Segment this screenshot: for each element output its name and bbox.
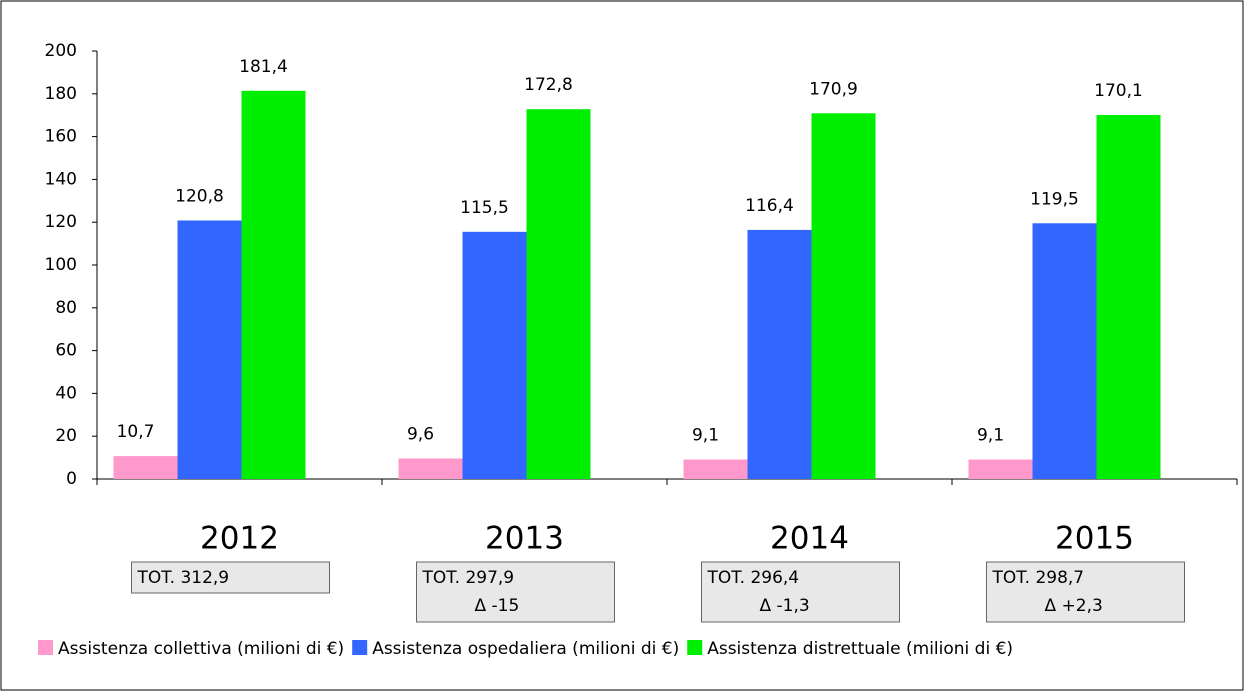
- legend-label: Assistenza collettiva (milioni di €): [58, 639, 344, 659]
- y-tick-label: 60: [55, 341, 77, 361]
- value-label: 120,8: [175, 186, 224, 206]
- bar: [811, 113, 876, 480]
- y-tick-label: 80: [55, 298, 77, 318]
- value-label: 119,5: [1030, 189, 1079, 209]
- bar: [462, 231, 527, 479]
- x-tick-label: 2015: [1055, 521, 1134, 557]
- bar: [968, 459, 1033, 479]
- bar: [177, 220, 242, 479]
- bar: [1096, 114, 1161, 480]
- legend-swatch: [38, 640, 53, 655]
- x-tick-label: 2013: [485, 521, 564, 557]
- bar: [241, 90, 306, 479]
- value-label: 172,8: [524, 75, 573, 95]
- value-label: 9,6: [407, 424, 434, 444]
- y-tick-label: 120: [45, 212, 77, 232]
- annotation-text: TOT. 297,9: [422, 568, 515, 588]
- annotation-box: [416, 561, 615, 623]
- bar: [526, 109, 591, 479]
- value-label: 170,9: [809, 79, 858, 99]
- legend-swatch: [352, 640, 368, 655]
- y-tick-label: 0: [66, 469, 77, 489]
- value-label: 9,1: [692, 426, 719, 446]
- y-tick-label: 160: [45, 127, 77, 147]
- annotation-box: [986, 561, 1185, 623]
- value-label: 115,5: [460, 198, 509, 218]
- legend-label: Assistenza ospedaliera (milioni di €): [372, 639, 679, 659]
- value-label: 170,1: [1094, 81, 1143, 101]
- annotation-text: TOT. 298,7: [992, 568, 1085, 588]
- annotation-box: [131, 561, 330, 594]
- annotation-box: [701, 561, 900, 623]
- annotation-text: TOT. 296,4: [707, 568, 800, 588]
- annotation-text: Δ -1,3: [760, 596, 810, 616]
- x-tick-label: 2014: [770, 521, 849, 557]
- annotation-text: Δ -15: [475, 596, 520, 616]
- bar: [1032, 223, 1097, 479]
- value-label: 116,4: [745, 196, 794, 216]
- bar: [113, 456, 178, 479]
- bar: [747, 229, 812, 479]
- y-tick-label: 20: [55, 426, 77, 446]
- y-tick-label: 200: [45, 41, 77, 61]
- y-tick-label: 140: [45, 169, 77, 189]
- legend-label: Assistenza distrettuale (milioni di €): [707, 639, 1013, 659]
- x-tick-label: 2012: [200, 521, 279, 557]
- annotation-text: Δ +2,3: [1045, 596, 1103, 616]
- y-tick-label: 180: [45, 84, 77, 104]
- annotation-text: TOT. 312,9: [137, 568, 230, 588]
- value-label: 181,4: [239, 57, 288, 77]
- value-label: 9,1: [977, 426, 1004, 446]
- bar: [683, 459, 748, 479]
- y-tick-label: 100: [45, 255, 77, 275]
- value-label: 10,7: [117, 422, 155, 442]
- y-tick-label: 40: [55, 383, 77, 403]
- bar: [398, 458, 463, 479]
- legend-swatch: [687, 640, 703, 655]
